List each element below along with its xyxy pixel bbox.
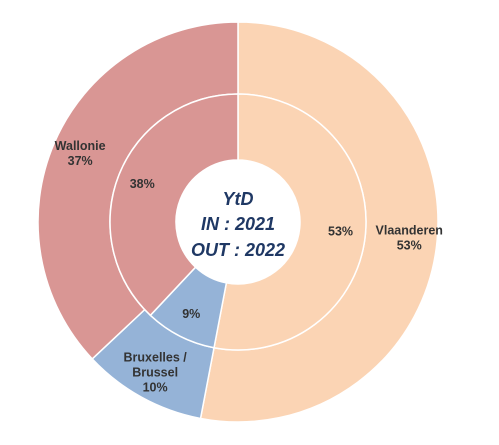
inner-label-bruxelles-brussel: 9%: [182, 307, 200, 321]
center-title-line-2: IN : 2021: [201, 214, 275, 234]
center-title-line-1: YtD: [223, 189, 254, 209]
inner-label-wallonie: 38%: [130, 177, 155, 191]
center-hole: [176, 160, 300, 284]
outer-label-vlaanderen: Vlaanderen 53%: [376, 224, 443, 253]
outer-label-bruxelles-brussel: Bruxelles / Brussel 10%: [124, 351, 188, 395]
center-title-line-3: OUT : 2022: [191, 240, 285, 260]
outer-label-wallonie: Wallonie 37%: [55, 139, 106, 168]
inner-label-vlaanderen: 53%: [328, 225, 353, 239]
slice-labels: Vlaanderen 53% Bruxelles / Brussel 10% Wallon…: [55, 139, 443, 395]
inner-ring: [109, 93, 367, 351]
